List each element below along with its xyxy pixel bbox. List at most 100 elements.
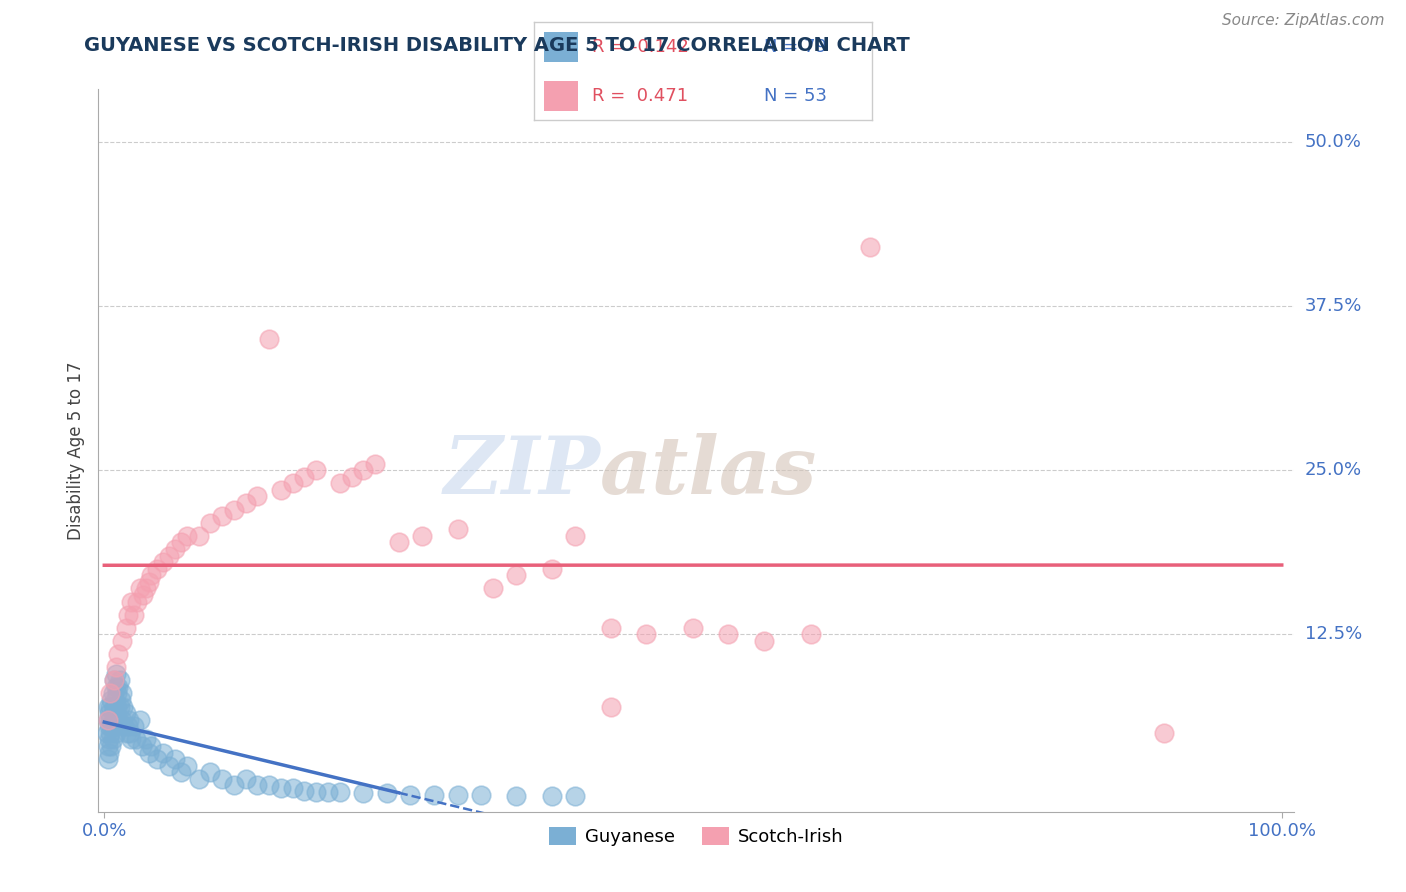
Point <box>752 634 775 648</box>
Point <box>107 647 129 661</box>
Point <box>128 582 150 596</box>
Point <box>141 739 163 753</box>
Point <box>270 483 292 497</box>
Point <box>146 562 169 576</box>
Point <box>134 582 156 596</box>
Point <box>111 634 134 648</box>
Point <box>163 752 186 766</box>
Point <box>105 726 128 740</box>
Point <box>101 686 124 700</box>
Point <box>138 574 160 589</box>
Point <box>200 765 222 780</box>
Point <box>152 555 174 569</box>
Point <box>98 732 121 747</box>
Point <box>157 549 180 563</box>
Point <box>152 746 174 760</box>
Point <box>103 673 125 688</box>
Point <box>375 786 398 800</box>
Text: GUYANESE VS SCOTCH-IRISH DISABILITY AGE 5 TO 17 CORRELATION CHART: GUYANESE VS SCOTCH-IRISH DISABILITY AGE … <box>84 36 910 54</box>
Point <box>98 699 121 714</box>
Point <box>423 788 446 802</box>
Point <box>634 627 657 641</box>
Point <box>134 732 156 747</box>
Point <box>138 746 160 760</box>
Point <box>235 496 257 510</box>
Point <box>211 509 233 524</box>
Point <box>294 783 316 797</box>
Point <box>163 541 186 556</box>
Text: N = 53: N = 53 <box>763 87 827 105</box>
Point <box>352 786 374 800</box>
Point <box>105 666 128 681</box>
Point <box>170 765 193 780</box>
Point <box>859 240 882 254</box>
Point <box>340 469 363 483</box>
Point <box>97 699 120 714</box>
Point <box>112 719 135 733</box>
Point <box>101 732 124 747</box>
Point <box>100 719 122 733</box>
Point <box>105 699 128 714</box>
Point <box>105 686 128 700</box>
Point <box>105 660 128 674</box>
Text: ZIP: ZIP <box>443 434 600 511</box>
Point <box>305 785 328 799</box>
Point <box>120 594 142 608</box>
Bar <box>544 81 578 111</box>
Point <box>114 621 136 635</box>
Point <box>100 693 122 707</box>
Point <box>98 719 121 733</box>
Point <box>98 726 121 740</box>
Point <box>800 627 823 641</box>
Point <box>187 529 209 543</box>
Point <box>200 516 222 530</box>
Point <box>682 621 704 635</box>
Point <box>98 706 121 721</box>
Point <box>141 568 163 582</box>
Point <box>364 457 387 471</box>
Point <box>540 562 562 576</box>
Point <box>98 686 121 700</box>
Point <box>98 713 121 727</box>
Point <box>131 739 153 753</box>
Point <box>110 693 132 707</box>
Point <box>105 680 128 694</box>
Point <box>717 627 740 641</box>
Point <box>176 758 198 772</box>
Point <box>97 713 120 727</box>
Text: N = 79: N = 79 <box>763 37 827 56</box>
Point <box>132 588 155 602</box>
Point <box>599 699 621 714</box>
Point <box>222 502 245 516</box>
Text: 37.5%: 37.5% <box>1305 297 1362 315</box>
Point <box>111 713 134 727</box>
Point <box>122 607 145 622</box>
Point <box>329 476 352 491</box>
Point <box>157 758 180 772</box>
Point <box>235 772 257 786</box>
Point <box>446 788 468 802</box>
Point <box>101 706 124 721</box>
Point <box>187 772 209 786</box>
Point <box>97 752 120 766</box>
Point <box>411 529 433 543</box>
Point <box>599 621 621 635</box>
Point <box>128 713 150 727</box>
Point <box>482 582 505 596</box>
Point <box>176 529 198 543</box>
Point <box>114 706 136 721</box>
Point <box>294 469 316 483</box>
Point <box>540 789 562 803</box>
Point <box>107 680 129 694</box>
Point <box>104 713 127 727</box>
Point <box>352 463 374 477</box>
Text: R =  0.471: R = 0.471 <box>592 87 688 105</box>
Point <box>270 780 292 795</box>
Point <box>97 739 120 753</box>
Point <box>125 732 148 747</box>
Point <box>117 607 139 622</box>
Point <box>98 746 121 760</box>
Y-axis label: Disability Age 5 to 17: Disability Age 5 to 17 <box>66 361 84 540</box>
Point <box>112 699 135 714</box>
Point <box>257 779 280 793</box>
